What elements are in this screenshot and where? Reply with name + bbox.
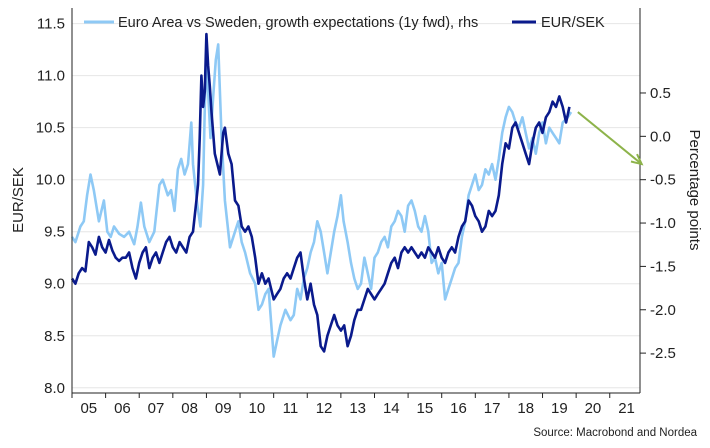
x-tick-label: 12: [316, 400, 333, 417]
x-tick-label: 08: [181, 400, 198, 417]
left-axis-tick-labels: 8.0 8.5 9.0 9.5 10.0 10.5 11.0 11.5: [36, 16, 65, 397]
x-tick-label: 09: [215, 400, 232, 417]
left-tick-label: 11.5: [37, 16, 65, 33]
left-tick-label: 9.5: [44, 224, 65, 241]
right-tick-label: -0.5: [650, 172, 676, 189]
x-tick-label: 16: [450, 400, 467, 417]
x-axis-tick-labels: 05 06 07 08 09 10 11 12 13 14 15 16 17 18 19 20 21: [80, 400, 634, 417]
source-note: Source: Macrobond and Nordea: [533, 427, 697, 439]
right-tick-label: -1.0: [650, 215, 676, 232]
right-tick-label: -2.5: [650, 345, 676, 362]
right-tick-label: 0.5: [650, 85, 671, 102]
right-tick-label: -2.0: [650, 302, 676, 319]
growth-expectations-line: [70, 43, 573, 358]
x-tick-label: 15: [417, 400, 434, 417]
left-tick-label: 11.0: [37, 68, 65, 85]
left-tick-label: 9.0: [44, 276, 65, 293]
x-tick-label: 11: [283, 400, 299, 417]
right-axis-tick-labels: 0.5 0.0 -0.5 -1.0 -1.5 -2.0 -2.5: [650, 85, 676, 362]
annotation-arrow: [577, 111, 644, 166]
eursek-line: [70, 32, 571, 353]
arrow-head: [630, 153, 644, 166]
legend: Euro Area vs Sweden, growth expectations…: [84, 15, 605, 31]
right-axis-title: Percentage points: [686, 130, 703, 251]
left-tick-label: 8.5: [44, 328, 65, 345]
left-tick-label: 8.0: [44, 380, 65, 397]
right-tick-label: 0.0: [650, 128, 671, 145]
x-tick-label: 06: [114, 400, 131, 417]
left-tick-label: 10.0: [36, 172, 65, 189]
x-tick-label: 20: [585, 400, 602, 417]
x-tick-label: 21: [618, 400, 635, 417]
eursek-series: [70, 32, 571, 353]
right-tick-label: -1.5: [650, 258, 676, 275]
left-tick-label: 10.5: [36, 120, 65, 137]
axes: [71, 8, 646, 398]
growth-expectations-series: [70, 43, 573, 358]
x-tick-label: 10: [249, 400, 266, 417]
x-tick-label: 17: [484, 400, 501, 417]
x-tick-label: 19: [551, 400, 568, 417]
x-tick-label: 05: [80, 400, 97, 417]
arrow-shaft: [577, 111, 643, 165]
x-tick-label: 14: [383, 400, 400, 417]
x-tick-label: 13: [349, 400, 366, 417]
legend-label-eursek: EUR/SEK: [541, 15, 605, 31]
x-tick-label: 18: [517, 400, 534, 417]
left-axis-title: EUR/SEK: [10, 167, 27, 233]
legend-label-growth: Euro Area vs Sweden, growth expectations…: [118, 15, 478, 31]
x-tick-label: 07: [148, 400, 165, 417]
